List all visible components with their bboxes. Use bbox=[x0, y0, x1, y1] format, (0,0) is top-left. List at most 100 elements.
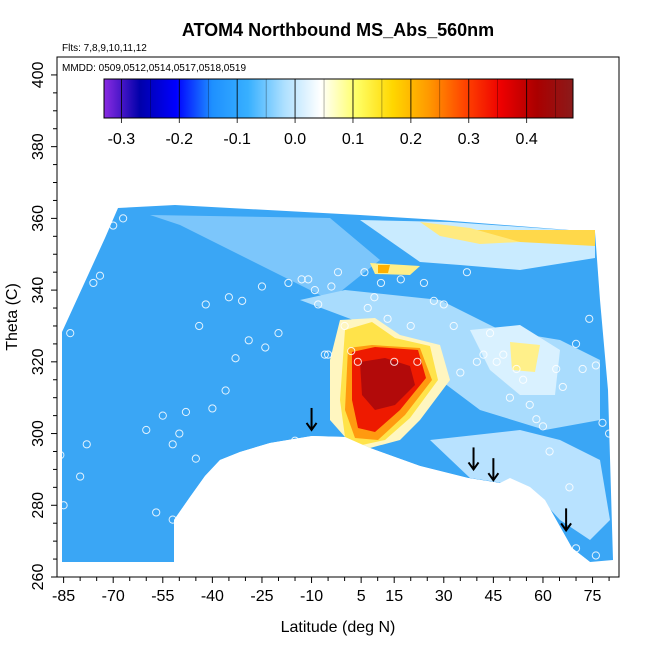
sample-point bbox=[158, 411, 167, 420]
sample-point bbox=[323, 350, 333, 359]
sample-point bbox=[168, 515, 177, 524]
sample-point bbox=[419, 278, 429, 288]
sample-point bbox=[257, 282, 267, 291]
field-yellow-top bbox=[470, 230, 595, 246]
sample-point bbox=[340, 321, 349, 331]
sample-point bbox=[76, 472, 85, 481]
sample-point bbox=[591, 551, 600, 560]
x-axis-label: Latitude (deg N) bbox=[281, 619, 396, 636]
sample-point bbox=[314, 300, 323, 309]
x-tick-label: 45 bbox=[484, 588, 502, 605]
y-axis-label: Theta (C) bbox=[4, 283, 21, 351]
y-tick-label: 280 bbox=[30, 492, 47, 519]
colorbar-tick-label: 0.2 bbox=[400, 131, 422, 148]
sample-point bbox=[59, 501, 68, 510]
sample-point bbox=[347, 346, 356, 356]
sample-point bbox=[304, 275, 313, 284]
sample-point bbox=[195, 321, 204, 331]
sample-point bbox=[485, 329, 495, 338]
sample-point bbox=[191, 454, 200, 463]
sample-point bbox=[598, 271, 607, 280]
sample-point bbox=[532, 415, 541, 424]
sample-point bbox=[598, 418, 607, 427]
y-tick-label: 360 bbox=[30, 205, 47, 232]
sample-point bbox=[390, 357, 399, 366]
sample-point bbox=[89, 278, 98, 288]
sample-point bbox=[499, 350, 508, 359]
arrow-head bbox=[467, 461, 480, 472]
colorbar-tick-label: 0.0 bbox=[284, 131, 306, 148]
sample-point bbox=[376, 278, 386, 288]
sample-point bbox=[545, 519, 554, 528]
colorbar-tick-label: -0.1 bbox=[223, 131, 251, 148]
sample-point bbox=[472, 357, 481, 366]
sample-point bbox=[214, 468, 224, 478]
sample-point bbox=[261, 343, 270, 352]
colorbar-tick-label: -0.3 bbox=[108, 131, 136, 148]
sample-point bbox=[224, 293, 234, 302]
sample-point bbox=[396, 275, 405, 284]
colorbar-tick-label: 0.4 bbox=[516, 131, 538, 148]
sample-point bbox=[538, 422, 548, 431]
colorbar: -0.3 -0.2 -0.1 0.0 0.1 0.2 0.3 0.4 bbox=[103, 78, 574, 148]
sample-point bbox=[578, 364, 587, 374]
field-orange-mid bbox=[378, 265, 390, 273]
x-tick-label: 5 bbox=[357, 588, 366, 605]
arrow-head bbox=[560, 522, 572, 533]
sample-point bbox=[604, 429, 614, 438]
x-tick-label: -10 bbox=[300, 588, 323, 605]
arrow-head bbox=[487, 472, 500, 482]
sample-point bbox=[290, 436, 300, 445]
sample-point bbox=[492, 357, 501, 366]
x-axis: -85 -70 -55 -40 -25 -10 5 15 30 45 60 75 bbox=[52, 577, 610, 605]
sample-point bbox=[231, 354, 240, 363]
sample-point bbox=[363, 303, 372, 313]
sample-point bbox=[119, 214, 128, 223]
sample-point bbox=[519, 375, 528, 384]
lower-boundary-mask bbox=[57, 436, 619, 577]
sample-point bbox=[604, 350, 614, 359]
sample-point bbox=[66, 329, 75, 338]
sample-point bbox=[456, 368, 465, 377]
sample-point bbox=[175, 429, 184, 438]
sample-point bbox=[413, 357, 422, 366]
sample-point bbox=[82, 440, 91, 449]
sample-point bbox=[267, 443, 276, 452]
sample-point bbox=[238, 296, 247, 305]
sample-point bbox=[545, 447, 554, 456]
sample-point bbox=[591, 361, 600, 370]
x-tick-label: -55 bbox=[151, 588, 174, 605]
y-tick-label: 260 bbox=[30, 564, 47, 591]
x-tick-label: 60 bbox=[534, 588, 552, 605]
sample-point bbox=[152, 508, 161, 517]
dates-note: MMDD: 0509,0512,0514,0517,0518,0519 bbox=[62, 63, 246, 74]
sample-point bbox=[95, 271, 105, 280]
sample-point bbox=[439, 300, 448, 309]
field-yellow-right bbox=[510, 342, 540, 372]
sample-point bbox=[558, 537, 567, 546]
x-tick-label: -85 bbox=[52, 588, 75, 605]
sample-point bbox=[109, 221, 118, 230]
sample-point bbox=[274, 329, 283, 338]
sample-point bbox=[181, 407, 191, 417]
colorbar-tick-label: 0.1 bbox=[342, 131, 364, 148]
sample-point bbox=[327, 282, 336, 291]
x-tick-label: 15 bbox=[385, 588, 403, 605]
sample-point bbox=[565, 483, 574, 492]
sample-point bbox=[571, 339, 581, 348]
plot-frame bbox=[56, 56, 620, 578]
sample-point bbox=[383, 314, 392, 323]
sample-point bbox=[297, 275, 306, 284]
field-light-1 bbox=[150, 215, 380, 300]
sample-point bbox=[462, 268, 472, 277]
sample-point bbox=[353, 357, 362, 366]
sample-point bbox=[552, 364, 561, 374]
sample-point bbox=[525, 400, 534, 409]
flights-note: Flts: 7,8,9,10,11,12 bbox=[62, 43, 147, 54]
sample-point bbox=[247, 458, 257, 467]
y-tick-label: 300 bbox=[30, 420, 47, 447]
y-tick-label: 340 bbox=[30, 277, 47, 304]
sample-point bbox=[142, 425, 151, 435]
y-tick-label: 400 bbox=[30, 61, 47, 88]
